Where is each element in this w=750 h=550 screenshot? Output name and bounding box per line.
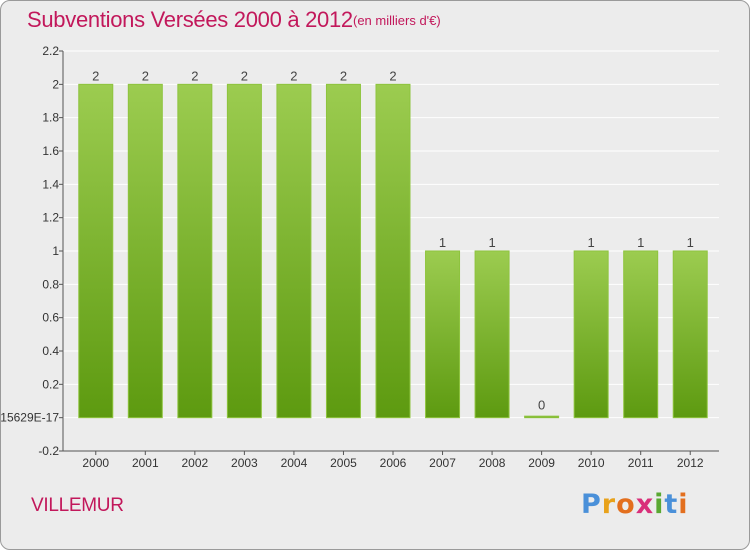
- bars: [78, 83, 708, 419]
- y-tick-label: 1.15629E-17: [1, 411, 59, 425]
- logo-letter: o: [616, 489, 636, 520]
- bar: [672, 250, 708, 419]
- bar: [573, 250, 609, 419]
- chart-unit-label: (en milliers d'€): [353, 13, 441, 28]
- x-tick-label: 2006: [380, 456, 407, 470]
- data-label: 1: [439, 235, 446, 250]
- bar: [127, 83, 163, 419]
- y-tick-label: 1.6: [42, 144, 59, 158]
- y-tick-label: 0.4: [42, 344, 59, 358]
- x-tick-label: 2007: [429, 456, 456, 470]
- data-label: 1: [488, 235, 495, 250]
- data-label: 2: [191, 68, 198, 83]
- data-label: 2: [92, 68, 99, 83]
- y-tick-label: 1.4: [42, 177, 59, 191]
- bar: [276, 83, 312, 419]
- y-tick-label: 2: [52, 77, 59, 91]
- x-tick-label: 2011: [628, 456, 654, 470]
- data-label: 2: [241, 68, 248, 83]
- x-tick-label: 2003: [231, 456, 258, 470]
- bar: [325, 83, 361, 419]
- y-tick-label: 2.2: [42, 44, 59, 58]
- y-tick-label: 0.6: [42, 311, 59, 325]
- chart-title: Subventions Versées 2000 à 2012: [27, 7, 353, 32]
- data-label: 2: [290, 68, 297, 83]
- y-tick-label: 1.8: [42, 111, 59, 125]
- y-tick-label: -0.2: [38, 444, 59, 458]
- y-tick-label: 0.2: [42, 377, 59, 391]
- commune-name: VILLEMUR: [31, 495, 124, 516]
- data-label: 1: [637, 235, 644, 250]
- logo-letter: P: [581, 489, 602, 520]
- data-label: 1: [588, 235, 595, 250]
- bar: [226, 83, 262, 419]
- x-tick-label: 2009: [528, 456, 555, 470]
- bar: [78, 83, 114, 419]
- logo-letter: x: [635, 489, 655, 520]
- data-label: 2: [142, 68, 149, 83]
- x-tick-label: 2005: [330, 456, 357, 470]
- bar: [177, 83, 213, 419]
- logo-letter: i: [678, 489, 689, 520]
- x-tick-label: 2008: [479, 456, 506, 470]
- x-tick-label: 2001: [132, 456, 159, 470]
- y-tick-label: 0.8: [42, 277, 59, 291]
- x-tick-label: 2002: [181, 456, 208, 470]
- bar: [425, 250, 461, 419]
- y-tick-label: 1: [52, 244, 59, 258]
- bar: [375, 83, 411, 419]
- y-tick-label: 1.2: [42, 211, 59, 225]
- proxiti-logo[interactable]: Proxiti: [581, 489, 689, 520]
- data-label: 2: [389, 68, 396, 83]
- data-label: 2: [340, 68, 347, 83]
- logo-letter: r: [601, 489, 617, 520]
- x-tick-label: 2000: [82, 456, 109, 470]
- data-label: 1: [687, 235, 694, 250]
- x-tick-label: 2010: [578, 456, 605, 470]
- x-tick-label: 2004: [281, 456, 308, 470]
- bar: [524, 415, 560, 419]
- bar: [474, 250, 510, 419]
- x-tick-label: 2012: [677, 456, 704, 470]
- data-label: 0: [538, 398, 545, 413]
- axes: 2.2 2 1.8 1.6 1.4 1.2 1 0.8 0.6 0.4 0.2 1.15629E-17…: [1, 44, 719, 470]
- logo-letter: t: [664, 489, 679, 520]
- labels: 2 2 2 2 2 2 2 1 1 0 1 1 1: [92, 68, 694, 412]
- bar: [623, 250, 659, 419]
- logo-letter: i: [654, 489, 665, 520]
